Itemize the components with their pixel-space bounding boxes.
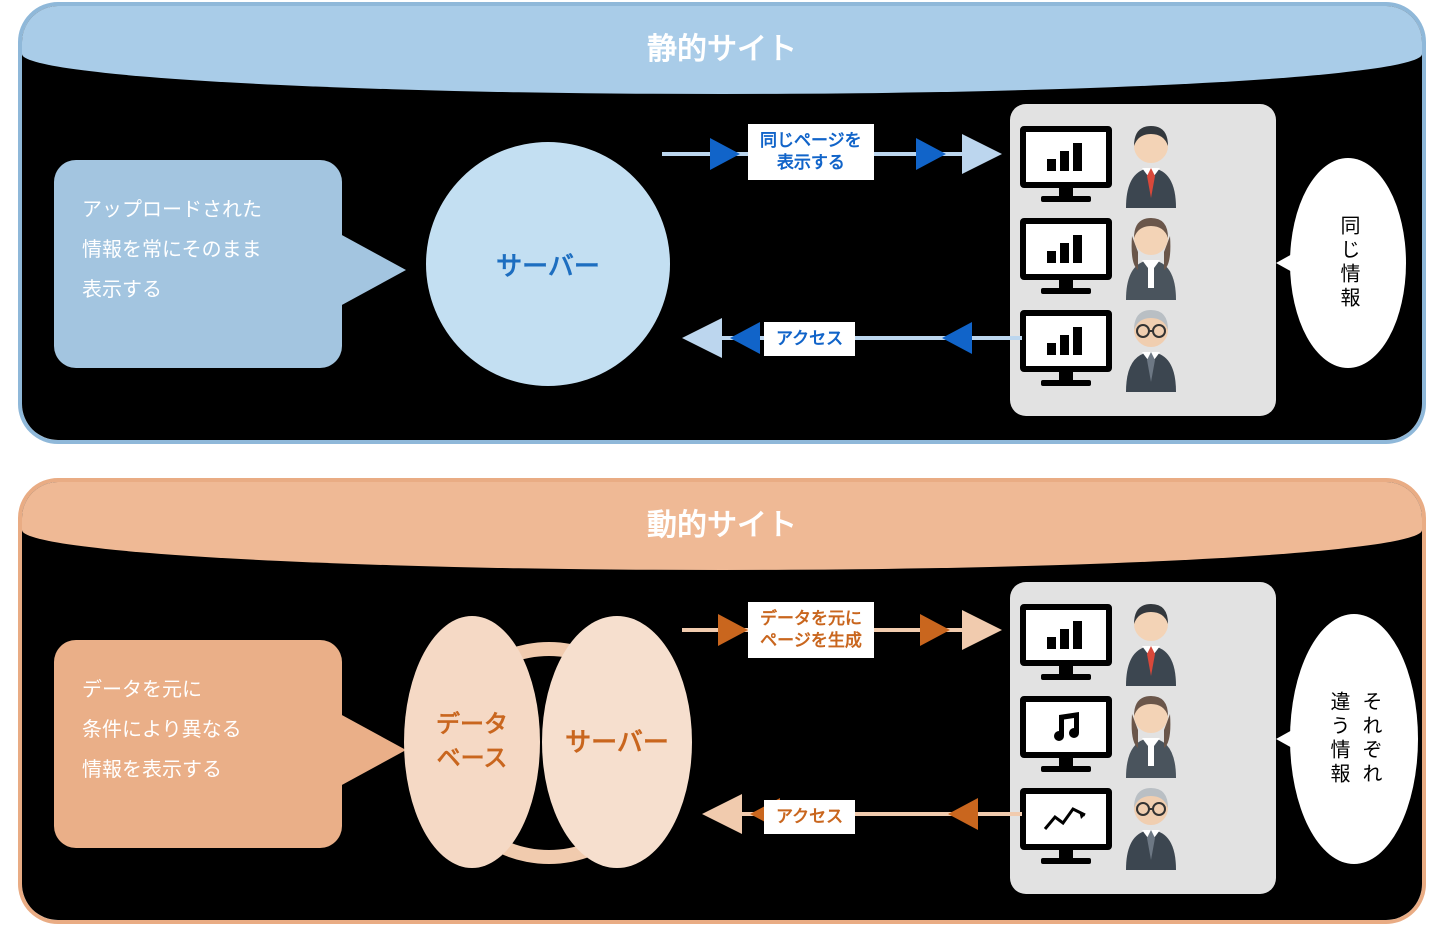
panel-dynamic: 動的サイト データを元に 条件により異なる 情報を表示する データ ベース サー… <box>18 478 1426 924</box>
panel-static: 静的サイト アップロードされた 情報を常にそのまま 表示する サーバー 同じペー… <box>18 2 1426 444</box>
user-row <box>1020 212 1266 300</box>
dynamic-db: データ ベース <box>404 616 540 868</box>
static-desc-line: アップロードされた <box>82 190 314 230</box>
dynamic-desc-line: データを元に <box>82 670 314 710</box>
dynamic-label-to-user: データを元に ページを生成 <box>748 602 874 658</box>
static-desc-line: 情報を常にそのまま <box>82 230 314 270</box>
monitor-icon <box>1020 696 1112 772</box>
static-balloon: 同じ情報 <box>1290 158 1406 368</box>
panel-dynamic-title: 動的サイト <box>647 500 797 544</box>
static-label-to-user: 同じページを 表示する <box>748 124 874 180</box>
static-balloon-text: 同じ情報 <box>1332 215 1364 311</box>
dynamic-desc-line: 条件により異なる <box>82 710 314 750</box>
panel-static-header: 静的サイト <box>22 6 1422 94</box>
user-row <box>1020 598 1266 686</box>
dynamic-db-label: データ ベース <box>436 708 508 775</box>
monitor-icon <box>1020 604 1112 680</box>
monitor-icon <box>1020 788 1112 864</box>
user-row <box>1020 304 1266 392</box>
dynamic-server: サーバー <box>542 616 692 868</box>
diagram-canvas: 静的サイト アップロードされた 情報を常にそのまま 表示する サーバー 同じペー… <box>0 0 1444 936</box>
user-avatar <box>1120 782 1182 870</box>
static-server-label: サーバー <box>496 246 600 283</box>
dynamic-users-panel <box>1010 582 1276 894</box>
static-label-from-user: アクセス <box>764 322 855 356</box>
static-desc-box: アップロードされた 情報を常にそのまま 表示する <box>54 160 342 368</box>
dynamic-desc-box: データを元に 条件により異なる 情報を表示する <box>54 640 342 848</box>
user-avatar <box>1120 212 1182 300</box>
dynamic-label-from-user: アクセス <box>764 800 855 834</box>
dynamic-balloon-text: それぞれ 違う情報 <box>1322 691 1386 787</box>
static-desc-line: 表示する <box>82 270 314 310</box>
static-server: サーバー <box>426 142 670 386</box>
monitor-icon <box>1020 218 1112 294</box>
monitor-icon <box>1020 310 1112 386</box>
panel-static-title: 静的サイト <box>647 24 797 68</box>
user-avatar <box>1120 304 1182 392</box>
dynamic-desc-pointer <box>340 714 406 786</box>
user-row <box>1020 690 1266 778</box>
user-avatar <box>1120 120 1182 208</box>
user-avatar <box>1120 690 1182 778</box>
user-avatar <box>1120 598 1182 686</box>
static-users-panel <box>1010 104 1276 416</box>
static-desc-pointer <box>340 234 406 306</box>
panel-dynamic-header: 動的サイト <box>22 482 1422 570</box>
dynamic-desc-line: 情報を表示する <box>82 750 314 790</box>
user-row <box>1020 120 1266 208</box>
user-row <box>1020 782 1266 870</box>
dynamic-server-label: サーバー <box>565 724 669 760</box>
dynamic-balloon: それぞれ 違う情報 <box>1290 614 1418 864</box>
monitor-icon <box>1020 126 1112 202</box>
